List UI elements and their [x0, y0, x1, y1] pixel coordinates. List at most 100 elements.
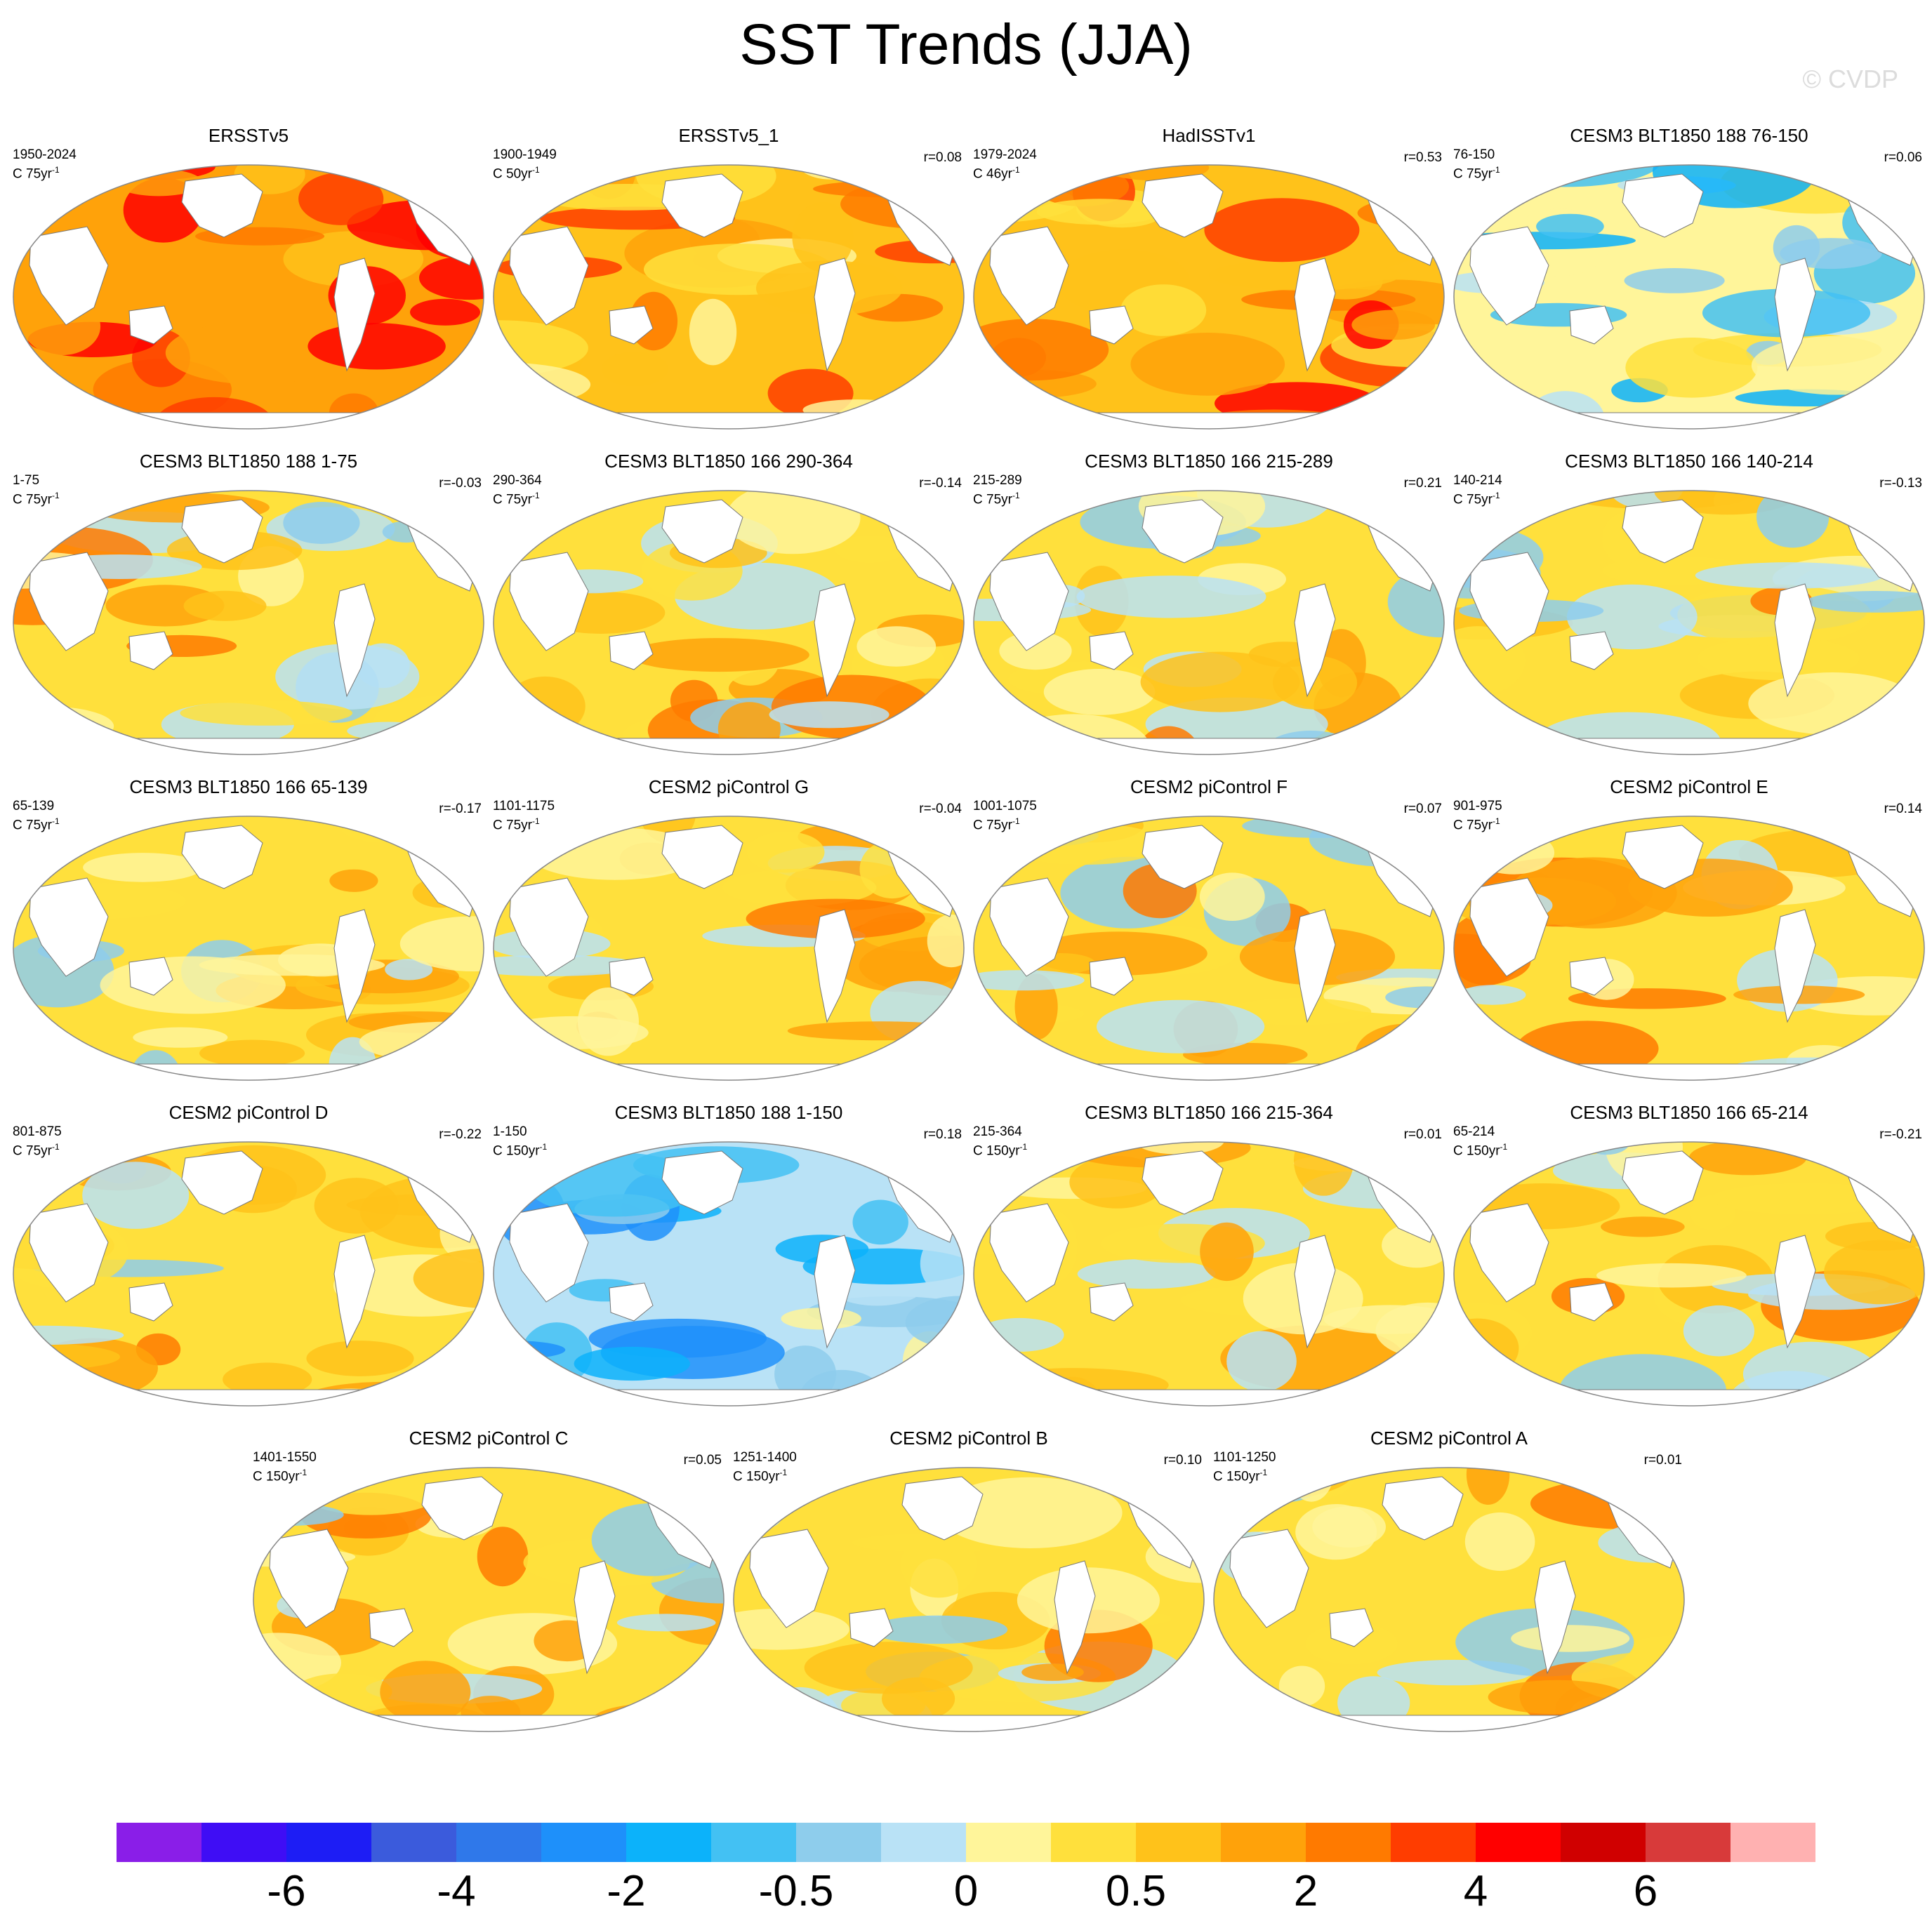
sst-anomaly-blob — [769, 701, 889, 729]
colorbar-swatch — [1646, 1823, 1731, 1862]
panel-title: CESM3 BLT1850 188 1-75 — [139, 451, 358, 472]
sst-anomaly-blob — [602, 352, 668, 387]
sst-anomaly-blob — [337, 816, 428, 843]
panel-correlation: r=0.07 — [1403, 802, 1442, 816]
sst-anomaly-blob — [813, 180, 964, 198]
sst-anomaly-blob — [792, 201, 854, 272]
land-mask — [29, 552, 109, 651]
colorbar-swatch — [881, 1823, 967, 1862]
sst-anomaly-blob — [1860, 1388, 1924, 1406]
units-exponent: -1 — [51, 816, 60, 826]
sst-anomaly-blob — [1466, 1468, 1510, 1505]
land-mask — [1089, 305, 1134, 345]
sst-anomaly-blob — [787, 1021, 964, 1041]
sst-anomaly-blob — [804, 1642, 973, 1694]
land-mask — [974, 738, 1444, 754]
land-mask — [128, 305, 173, 345]
land-mask — [128, 957, 173, 996]
land-mask — [494, 1389, 964, 1406]
land-mask — [1622, 173, 1704, 238]
panel-period: 801-875 — [13, 1124, 62, 1139]
sst-anomaly-blob — [1069, 1156, 1165, 1209]
panel-correlation: r=-0.14 — [919, 476, 962, 491]
sst-anomaly-blob — [856, 626, 937, 667]
colorbar-tick-label: -0.5 — [758, 1867, 834, 1915]
sst-anomaly-blob — [399, 916, 484, 971]
sst-map — [1453, 164, 1925, 430]
map-outline — [13, 1141, 484, 1407]
sst-anomaly-blob — [1766, 415, 1924, 429]
land-mask — [734, 1715, 1204, 1731]
panel-correlation: r=-0.04 — [919, 802, 962, 816]
panel-correlation: r=0.01 — [1403, 1127, 1442, 1142]
sst-anomaly-blob — [1459, 985, 1526, 1005]
sst-anomaly-blob — [722, 868, 877, 907]
sst-anomaly-blob — [1683, 1305, 1754, 1357]
land-mask — [1774, 258, 1816, 372]
sst-anomaly-blob — [380, 1661, 471, 1724]
sst-anomaly-blob — [133, 1027, 228, 1048]
panel-title: CESM3 BLT1850 166 65-139 — [129, 776, 368, 797]
sst-anomaly-blob — [419, 255, 484, 300]
panel-period: 1101-1250 — [1213, 1450, 1276, 1465]
panel-units-text: C 75yr — [493, 818, 532, 833]
map-outline — [973, 164, 1445, 430]
sst-anomaly-blob — [1312, 1506, 1386, 1548]
sst-anomaly-blob — [13, 1359, 81, 1406]
colorbar-tick-label: -4 — [437, 1867, 476, 1915]
sst-anomaly-blob — [868, 1615, 1008, 1644]
panel-units: C 75yr-1 — [493, 488, 540, 507]
panel-title: ERSSTv5_1 — [678, 125, 779, 146]
units-exponent: -1 — [779, 1468, 788, 1477]
land-mask — [1142, 499, 1224, 564]
panel-units: C 75yr-1 — [1453, 488, 1500, 507]
sst-anomaly-blob — [640, 816, 696, 843]
land-mask — [1294, 583, 1336, 698]
panel-correlation: r=0.10 — [1163, 1453, 1202, 1468]
land-mask — [509, 877, 589, 977]
colorbar-swatch — [117, 1823, 202, 1862]
map-panel: HadISSTv1 1979-2024 C 46yr-1 r=0.53 — [970, 125, 1448, 434]
colorbar-swatch — [1051, 1823, 1137, 1862]
land-mask — [13, 1389, 484, 1406]
sst-anomaly-blob — [1756, 491, 1830, 548]
sst-map — [253, 1467, 724, 1732]
units-exponent: -1 — [1012, 491, 1020, 500]
panel-units-text: C 75yr — [973, 818, 1012, 833]
sst-anomaly-blob — [329, 869, 378, 892]
sst-anomaly-blob — [1526, 391, 1605, 429]
panel-title: CESM3 BLT1850 166 140-214 — [1565, 451, 1813, 472]
land-mask — [13, 738, 484, 754]
panel-units-text: C 150yr — [1453, 1143, 1500, 1159]
panel-title: CESM2 piControl C — [409, 1428, 569, 1449]
panel-title: CESM2 piControl F — [1130, 776, 1288, 797]
sst-anomaly-blob — [223, 1362, 312, 1397]
figure-title: SST Trends (JJA) — [739, 13, 1193, 77]
sst-anomaly-blob — [410, 298, 480, 326]
panel-units: C 75yr-1 — [13, 162, 60, 182]
colorbar-swatch — [1476, 1823, 1561, 1862]
map-panel: CESM2 piControl D 801-875 C 75yr-1 r=-0.22 — [10, 1102, 487, 1411]
panel-period: 1001-1075 — [973, 799, 1037, 813]
sst-anomaly-blob — [975, 1317, 1064, 1352]
land-mask — [974, 1389, 1444, 1406]
map-panel: CESM3 BLT1850 188 76-150 76-150 C 75yr-1 r=… — [1450, 125, 1928, 434]
panel-units-text: C 75yr — [13, 1143, 52, 1159]
sst-anomaly-blob — [1134, 1142, 1224, 1155]
sst-anomaly-blob — [574, 1346, 690, 1381]
sst-anomaly-blob — [509, 1051, 556, 1080]
sst-anomaly-blob — [835, 535, 906, 564]
sst-anomaly-blob — [1871, 1369, 1924, 1406]
map-panel: CESM2 piControl F 1001-1075 C 75yr-1 r=0.07 — [970, 776, 1448, 1085]
map-panel: CESM3 BLT1850 166 65-214 65-214 C 150yr-1 r… — [1450, 1102, 1928, 1411]
sst-map — [1213, 1467, 1685, 1732]
panel-units: C 75yr-1 — [493, 813, 540, 833]
sst-anomaly-blob — [13, 1154, 89, 1192]
land-mask — [1469, 552, 1549, 651]
sst-anomaly-blob — [1097, 999, 1265, 1053]
units-exponent: -1 — [51, 165, 60, 175]
panel-units-text: C 150yr — [493, 1143, 540, 1159]
sst-map — [973, 490, 1445, 755]
land-mask — [1469, 1203, 1549, 1303]
colorbar-swatch — [1391, 1823, 1476, 1862]
